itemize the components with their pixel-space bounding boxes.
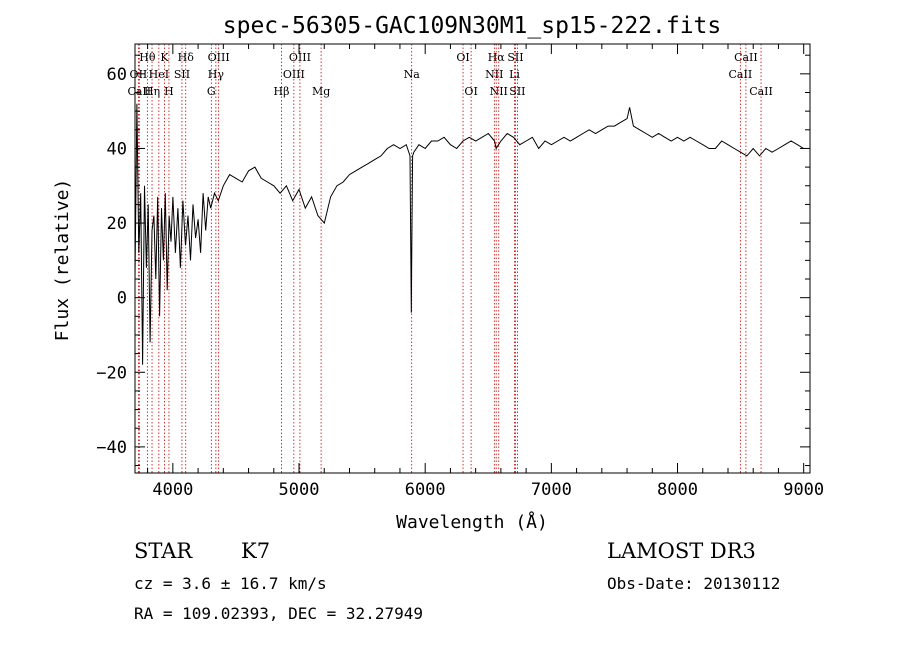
line-label: OI [456,51,469,64]
object-class: STAR [134,539,193,563]
x-tick-label: 9000 [783,480,824,500]
line-label: Hθ [139,51,156,64]
line-label: Hβ [274,85,290,98]
line-markers [138,44,762,473]
line-label: H [164,85,174,98]
line-label: OIII [289,51,311,64]
coordinates-text: RA = 109.02393, DEC = 32.27949 [134,604,423,623]
line-label: Mg [312,85,330,98]
line-label: K [160,51,169,64]
y-axis: −40 −20 0 20 40 60 [96,54,810,467]
y-tick-label: 40 [107,139,127,159]
y-tick-label: 60 [107,65,127,85]
line-label: SII [174,68,190,81]
line-label: CaII [749,85,773,98]
redshift-text: cz = 3.6 ± 16.7 km/s [134,574,327,593]
line-label: Na [404,68,421,81]
line-label: Hα [488,51,506,64]
line-label: SII [507,51,523,64]
observation-date: Obs-Date: 20130112 [607,574,781,593]
x-tick-label: 7000 [531,480,572,500]
line-label: NII [490,85,508,98]
line-label: Li [509,68,520,81]
y-tick-label: −40 [96,438,127,458]
y-tick-label: 20 [107,214,127,234]
y-tick-label: 0 [117,289,127,309]
line-label: HeI [149,68,169,81]
line-label: OIII [283,68,305,81]
line-label: CaII [127,85,151,98]
plot-frame [134,43,811,474]
y-tick-label: −20 [96,363,127,383]
line-label: G [207,85,216,98]
x-tick-label: 8000 [657,480,698,500]
line-label: SII [509,85,525,98]
line-label: OIII [208,51,230,64]
line-label: OI [464,85,477,98]
survey-name: LAMOST DR3 [607,539,756,563]
y-axis-label: Flux (relative) [52,179,73,342]
x-tick-label: 6000 [405,480,446,500]
line-label: NII [485,68,503,81]
x-tick-label: 4000 [152,480,193,500]
x-tick-label: 5000 [279,480,320,500]
line-label: Hη [144,85,160,98]
x-axis: 4000 5000 6000 7000 8000 9000 [147,44,824,500]
spectrum-series [134,103,804,365]
x-axis-label: Wavelength (Å) [396,511,548,533]
line-label: CaII [734,51,758,64]
line-label: OII [130,68,148,81]
line-label: CaII [729,68,753,81]
chart-title: spec-56305-GAC109N30M1_sp15-222.fits [223,13,722,39]
line-label: Hδ [178,51,195,64]
line-label: Hγ [208,68,225,81]
object-subclass: K7 [241,539,271,563]
